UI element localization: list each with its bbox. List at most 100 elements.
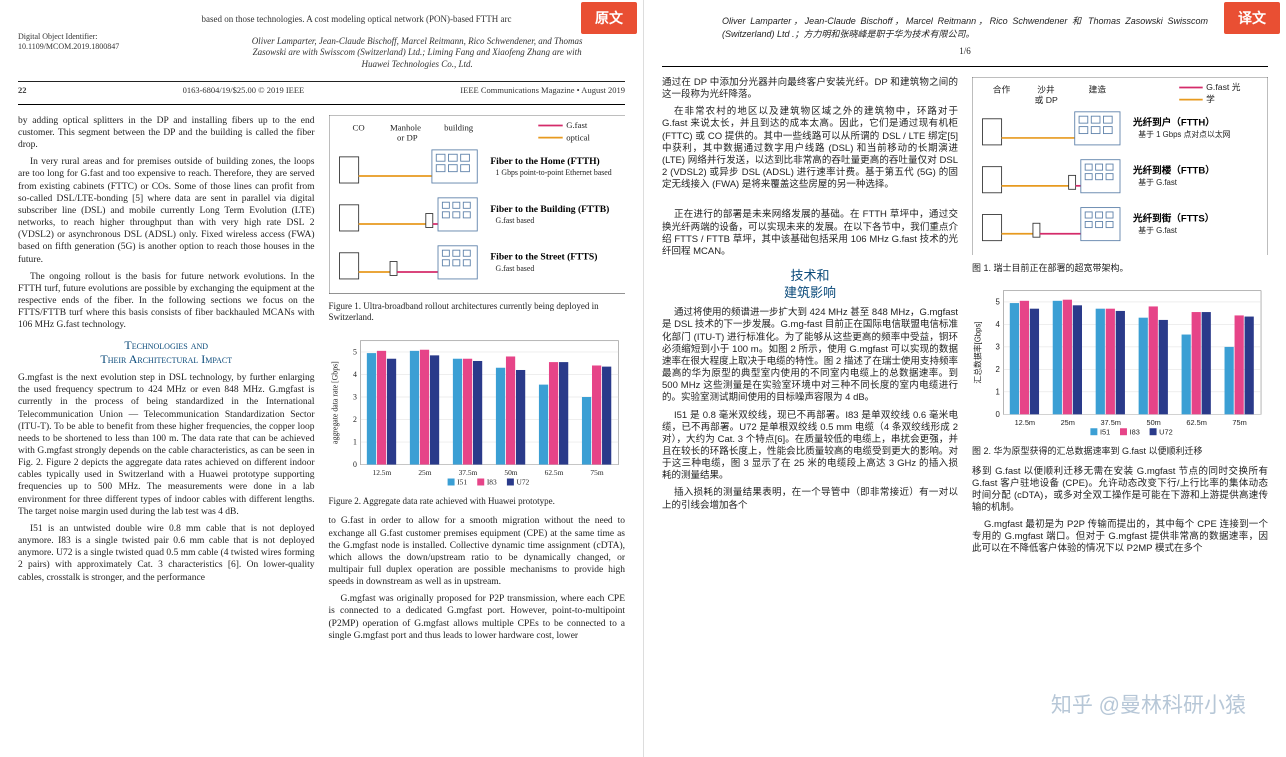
- figure-1-cn: 合作 沙井 或 DP 建造 G.fast 光 学: [972, 77, 1268, 274]
- fig1-svg-cn: 合作 沙井 或 DP 建造 G.fast 光 学: [972, 77, 1268, 255]
- csec1: 技术和: [790, 268, 829, 283]
- fig2-caption-cn: 图 2. 华为原型获得的汇总数据速率到 G.fast 以便顺利迁移: [972, 446, 1268, 458]
- svg-text:G.fast 光: G.fast 光: [1206, 81, 1241, 92]
- header-line: based on those technologies. A cost mode…: [148, 14, 565, 26]
- svg-text:Manhole: Manhole: [390, 122, 421, 132]
- svg-text:0: 0: [352, 460, 356, 469]
- svg-text:25m: 25m: [418, 468, 431, 477]
- svg-text:3: 3: [996, 343, 1001, 352]
- svg-text:4: 4: [352, 370, 356, 379]
- svg-text:U72: U72: [516, 477, 529, 486]
- svg-text:50m: 50m: [504, 468, 517, 477]
- svg-text:62.5m: 62.5m: [544, 468, 563, 477]
- doi-block: Digital Object Identifier: 10.1109/MCOM.…: [18, 32, 119, 75]
- svg-text:37.5m: 37.5m: [1100, 418, 1121, 427]
- page-number: 22: [18, 85, 27, 96]
- svg-text:U72: U72: [1159, 427, 1173, 436]
- footer-line: 22 0163-6804/19/$25.00 © 2019 IEEE IEEE …: [18, 81, 625, 96]
- fig1-caption-cn: 图 1. 瑞士目前正在部署的超宽带架构。: [972, 263, 1268, 275]
- fig1-caption: Figure 1. Ultra-broadband rollout archit…: [329, 301, 626, 324]
- svg-text:1 Gbps point-to-point Ethernet: 1 Gbps point-to-point Ethernet based: [495, 168, 611, 177]
- svg-text:75m: 75m: [1232, 418, 1246, 427]
- header-area: based on those technologies. A cost mode…: [18, 14, 625, 96]
- svg-text:I51: I51: [457, 477, 467, 486]
- svg-text:基于 G.fast: 基于 G.fast: [1138, 177, 1178, 187]
- authors-cn: Oliver Lamparter，Jean-Claude Bischoff，Ma…: [722, 14, 1208, 40]
- split-view: 原文 based on those technologies. A cost m…: [0, 0, 1286, 757]
- svg-text:3: 3: [352, 392, 356, 401]
- svg-text:Fiber to the Home (FTTH): Fiber to the Home (FTTH): [490, 156, 599, 167]
- cp5: I51 是 0.8 毫米双绞线，现已不再部署。I83 是单双绞线 0.6 毫米电…: [662, 410, 958, 483]
- svg-text:25m: 25m: [1061, 418, 1075, 427]
- figure-1: CO Manhole or DP building G.fast optical: [329, 115, 626, 324]
- p6: to G.fast in order to allow for a smooth…: [329, 515, 626, 588]
- svg-text:4: 4: [996, 320, 1001, 329]
- sec2: Their Architectural Impact: [100, 352, 232, 366]
- svg-text:Fiber to the Building (FTTB): Fiber to the Building (FTTB): [490, 204, 609, 215]
- svg-text:optical: optical: [566, 132, 590, 142]
- svg-text:building: building: [444, 122, 474, 132]
- svg-text:75m: 75m: [590, 468, 603, 477]
- magazine-name: IEEE Communications Magazine • August 20…: [460, 85, 625, 96]
- authors-line: Oliver Lamparter, Jean-Claude Bischoff, …: [249, 36, 585, 71]
- divider-cn: [662, 66, 1268, 67]
- left-page: 原文 based on those technologies. A cost m…: [0, 0, 643, 757]
- p7: G.mgfast was originally proposed for P2P…: [329, 593, 626, 642]
- svg-text:12.5m: 12.5m: [372, 468, 391, 477]
- left-column: by adding optical splitters in the DP an…: [18, 115, 315, 647]
- svg-text:或 DP: 或 DP: [1035, 94, 1058, 105]
- svg-text:建造: 建造: [1089, 84, 1107, 95]
- fig2-svg-cn: 012345汇总数据率[Gbps]12.5m25m37.5m50m62.5m75…: [972, 282, 1268, 439]
- doi-value: 10.1109/MCOM.2019.1800847: [18, 42, 119, 52]
- svg-text:1: 1: [352, 437, 356, 446]
- right-column: CO Manhole or DP building G.fast optical: [329, 115, 626, 647]
- fig2-caption: Figure 2. Aggregate data rate achieved w…: [329, 496, 626, 508]
- svg-text:I51: I51: [1100, 427, 1110, 436]
- svg-text:基于 G.fast: 基于 G.fast: [1138, 225, 1178, 235]
- cp3: 正在进行的部署是未来网络发展的基础。在 FTTH 草坪中，通过交换光纤两端的设备…: [662, 209, 958, 258]
- watermark-text: 知乎 @曼林科研小猿: [1051, 689, 1246, 719]
- svg-text:5: 5: [996, 298, 1001, 307]
- fig1-svg: CO Manhole or DP building G.fast optical: [329, 115, 626, 294]
- page-indicator: 1/6: [662, 46, 1268, 56]
- svg-text:学: 学: [1206, 93, 1215, 104]
- section-head: Technologies and Their Architectural Imp…: [18, 339, 315, 367]
- cp2: 在非常农村的地区以及建筑物区域之外的建筑物中，环路对于 G.fast 来说太长，…: [662, 106, 958, 191]
- svg-text:1: 1: [996, 388, 1000, 397]
- svg-text:CO: CO: [352, 122, 364, 132]
- fig2-svg: 012345aggregate data rate [Gbps]12.5m25m…: [329, 332, 626, 489]
- figure-2: 012345aggregate data rate [Gbps]12.5m25m…: [329, 332, 626, 508]
- cp7: 移到 G.fast 以便顺利迁移无需在安装 G.mgfast 节点的同时交换所有…: [972, 466, 1268, 515]
- csec2: 建筑影响: [784, 285, 836, 300]
- p3: The ongoing rollout is the basis for fut…: [18, 271, 315, 332]
- left-column-cn: 通过在 DP 中添加分光器并向最终客户安装光纤。DP 和建筑物之间的这一段称为光…: [662, 77, 958, 561]
- svg-text:基于 1 Gbps 点对点以太网: 基于 1 Gbps 点对点以太网: [1138, 129, 1230, 139]
- svg-text:合作: 合作: [993, 84, 1011, 95]
- svg-text:aggregate data rate [Gbps]: aggregate data rate [Gbps]: [330, 361, 339, 444]
- cp6: 插入损耗的测量结果表明，在一个导管中（即非常接近）有一对以上的引线会增加各个: [662, 487, 958, 511]
- original-badge: 原文: [581, 2, 637, 34]
- svg-text:37.5m: 37.5m: [458, 468, 477, 477]
- right-column-cn: 合作 沙井 或 DP 建造 G.fast 光 学: [972, 77, 1268, 561]
- p5: I51 is an untwisted double wire 0.8 mm c…: [18, 523, 315, 584]
- svg-text:沙井: 沙井: [1037, 84, 1055, 95]
- section-head-cn: 技术和 建筑影响: [662, 268, 958, 301]
- p4: G.mgfast is the next evolution step in D…: [18, 372, 315, 518]
- svg-text:G.fast based: G.fast based: [495, 216, 534, 225]
- svg-text:0: 0: [996, 410, 1001, 419]
- svg-text:G.fast: G.fast: [566, 120, 588, 130]
- sec1: Technologies and: [124, 338, 208, 352]
- body-columns-cn: 通过在 DP 中添加分光器并向最终客户安装光纤。DP 和建筑物之间的这一段称为光…: [662, 77, 1268, 561]
- svg-text:I83: I83: [1130, 427, 1140, 436]
- cp1: 通过在 DP 中添加分光器并向最终客户安装光纤。DP 和建筑物之间的这一段称为光…: [662, 77, 958, 101]
- svg-text:光纤到户（FTTH）: 光纤到户（FTTH）: [1132, 117, 1215, 129]
- body-columns: by adding optical splitters in the DP an…: [18, 115, 625, 647]
- svg-text:5: 5: [352, 347, 356, 356]
- p1: by adding optical splitters in the DP an…: [18, 115, 315, 151]
- copyright-text: 0163-6804/19/$25.00 © 2019 IEEE: [183, 85, 305, 96]
- divider: [18, 104, 625, 105]
- translation-badge: 译文: [1224, 2, 1280, 34]
- svg-text:Fiber to the Street (FTTS): Fiber to the Street (FTTS): [490, 252, 597, 263]
- svg-text:or DP: or DP: [397, 132, 418, 142]
- svg-text:62.5m: 62.5m: [1186, 418, 1207, 427]
